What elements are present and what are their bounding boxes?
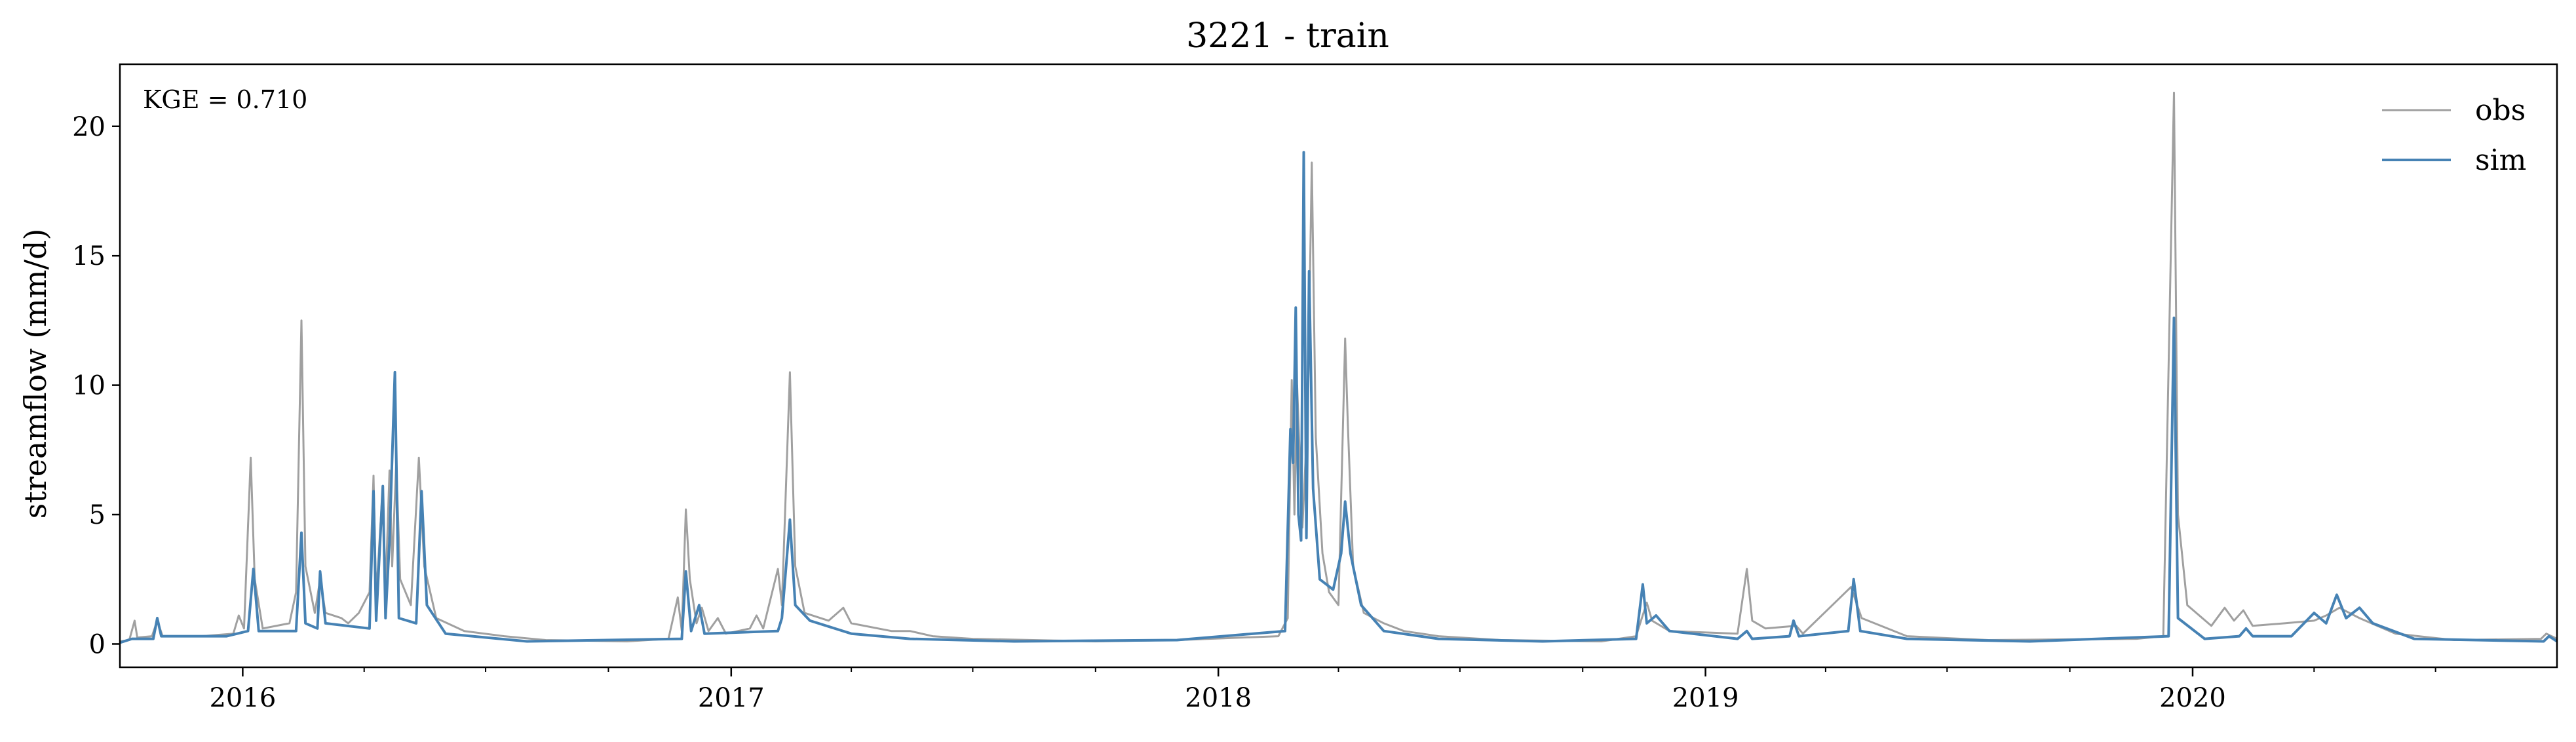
x-tick-label: 2016 bbox=[209, 683, 276, 713]
y-tick-label: 20 bbox=[72, 112, 106, 142]
plot-frame bbox=[119, 63, 2558, 669]
legend: obs sim bbox=[2382, 94, 2526, 177]
x-tick-label: 2020 bbox=[2159, 683, 2226, 713]
x-tick-label: 2019 bbox=[1672, 683, 1739, 713]
x-tick-label: 2017 bbox=[698, 683, 765, 713]
legend-label-obs: obs bbox=[2475, 94, 2526, 127]
x-tick-label: 2018 bbox=[1185, 683, 1252, 713]
y-axis-label: streamflow (mm/d) bbox=[18, 229, 53, 519]
y-tick-label: 5 bbox=[89, 500, 106, 530]
chart-title: 3221 - train bbox=[1186, 16, 1389, 56]
plot-area bbox=[120, 91, 2557, 644]
kge-annotation: KGE = 0.710 bbox=[143, 85, 307, 114]
y-tick-label: 10 bbox=[72, 371, 106, 401]
y-tick-label: 15 bbox=[72, 241, 106, 271]
axes: 0 5 10 15 20 2016 2017 2018 2019 2020 bbox=[72, 112, 2436, 713]
y-tick-label: 0 bbox=[89, 629, 106, 659]
legend-label-sim: sim bbox=[2475, 144, 2526, 177]
series-line-sim bbox=[120, 151, 2557, 644]
